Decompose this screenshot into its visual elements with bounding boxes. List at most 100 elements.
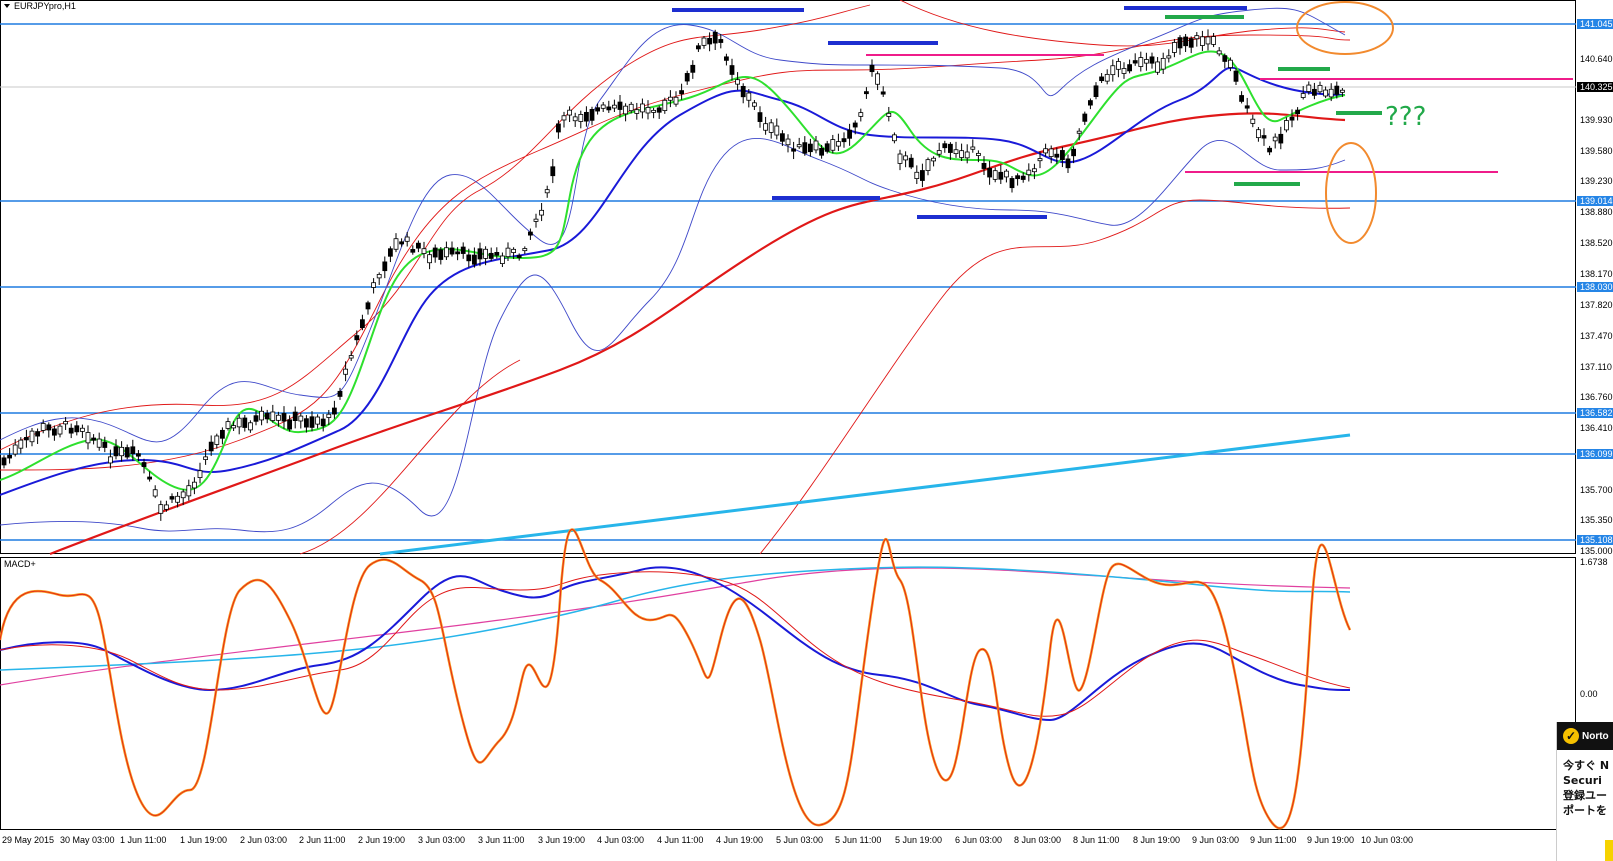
candle-body [270, 411, 276, 421]
candle-body [886, 112, 892, 117]
candle-body [595, 107, 600, 112]
norton-popup[interactable]: ✓ Norto 今すぐ N Securi 登録ユー ポートを [1556, 722, 1613, 861]
candle-body [1323, 89, 1328, 97]
chevron-down-icon[interactable] [4, 4, 10, 8]
candle-body [931, 157, 936, 162]
candle-body [544, 189, 550, 194]
time-label: 2 Jun 19:00 [358, 835, 405, 845]
candle-body [1278, 133, 1284, 144]
candle-body [1099, 76, 1104, 82]
candle-body [63, 421, 68, 425]
candle-body [724, 56, 729, 61]
candle-body [85, 432, 91, 444]
candle-body [813, 140, 819, 151]
candle-body [331, 407, 337, 415]
candle-body [785, 138, 791, 146]
candle-body [287, 419, 293, 430]
candle-body [920, 170, 925, 181]
trend-line[interactable] [379, 433, 1351, 556]
candle-body [880, 91, 886, 95]
candle-body [768, 122, 774, 133]
candle-body [578, 114, 584, 122]
candle-body [68, 427, 74, 434]
candle-body [393, 238, 399, 250]
candle-body [707, 37, 712, 45]
time-label: 9 Jun 19:00 [1307, 835, 1354, 845]
candle-body [1088, 100, 1093, 106]
chart-title[interactable]: EURJPYpro,H1 [4, 1, 76, 11]
popup-line: Securi [1563, 774, 1602, 787]
candle-body [942, 143, 948, 149]
candle-body [612, 104, 617, 109]
time-label: 3 Jun 19:00 [538, 835, 585, 845]
time-label: 6 Jun 03:00 [955, 835, 1002, 845]
candle-body [158, 504, 164, 514]
candle-body [824, 143, 830, 152]
current-price-tag [1577, 82, 1613, 92]
candle-body [1009, 178, 1015, 189]
candle-body [1065, 158, 1071, 169]
candle-body [830, 139, 836, 151]
candle-body [959, 150, 964, 158]
current-price-text: 140.325 [1580, 82, 1613, 92]
candle-body [147, 476, 153, 480]
candle-body [1144, 59, 1149, 64]
macd-main-line [0, 566, 1351, 722]
checkmark-icon: ✓ [1563, 728, 1579, 744]
ma-mid-line [0, 66, 1346, 496]
candle-body [735, 79, 740, 85]
price-tick: 135.350 [1580, 515, 1613, 525]
price-tag-text: 138.030 [1580, 282, 1613, 292]
candle-body [796, 144, 802, 148]
candle-body [936, 150, 942, 155]
time-label: 4 Jun 03:00 [597, 835, 644, 845]
macd-stochastic-line [0, 528, 1352, 830]
candle-body [1334, 85, 1340, 95]
candle-body [219, 429, 225, 439]
macd-scale-zero: 0.00 [1580, 689, 1598, 699]
price-tick: 139.230 [1580, 176, 1613, 186]
candle-body [259, 410, 265, 421]
candle-body [1261, 135, 1267, 139]
time-label: 1 Jun 11:00 [120, 835, 166, 845]
candle-body [763, 123, 768, 131]
candle-body [421, 248, 427, 254]
candle-body [1004, 170, 1009, 178]
candle-body [175, 495, 181, 503]
candle-body [1121, 68, 1127, 74]
candle-body [589, 109, 595, 121]
price-tick: 137.820 [1580, 300, 1613, 310]
candle-body [1295, 109, 1300, 115]
candle-body [1244, 105, 1250, 109]
candle-body [1267, 147, 1272, 153]
candle-body [494, 251, 500, 256]
ma-slow-line [49, 112, 1346, 556]
candle-body [847, 129, 852, 139]
candle-body [690, 64, 696, 73]
candle-body [186, 485, 192, 497]
norton-action-button[interactable] [1605, 840, 1613, 861]
candle-body [600, 104, 606, 109]
candle-body [992, 170, 998, 180]
candle-body [1149, 56, 1155, 64]
time-label: 8 Jun 03:00 [1014, 835, 1061, 845]
price-tag-text: 136.099 [1580, 449, 1613, 459]
candle-body [841, 138, 847, 143]
candle-body [443, 247, 449, 258]
candle-body [556, 123, 561, 133]
price-tick: 135.000 [1580, 546, 1613, 556]
candle-body [561, 115, 567, 121]
candle-body [1116, 61, 1121, 70]
candle-body [371, 282, 377, 288]
candle-body [1060, 150, 1065, 161]
candle-body [320, 418, 326, 427]
candle-body [1037, 158, 1043, 162]
candle-body [197, 470, 203, 479]
candle-body [572, 116, 578, 122]
time-label: 29 May 2015 [2, 835, 54, 845]
price-tag [1577, 196, 1613, 206]
candle-body [471, 254, 477, 265]
candle-body [869, 64, 875, 73]
price-tag [1577, 19, 1613, 29]
